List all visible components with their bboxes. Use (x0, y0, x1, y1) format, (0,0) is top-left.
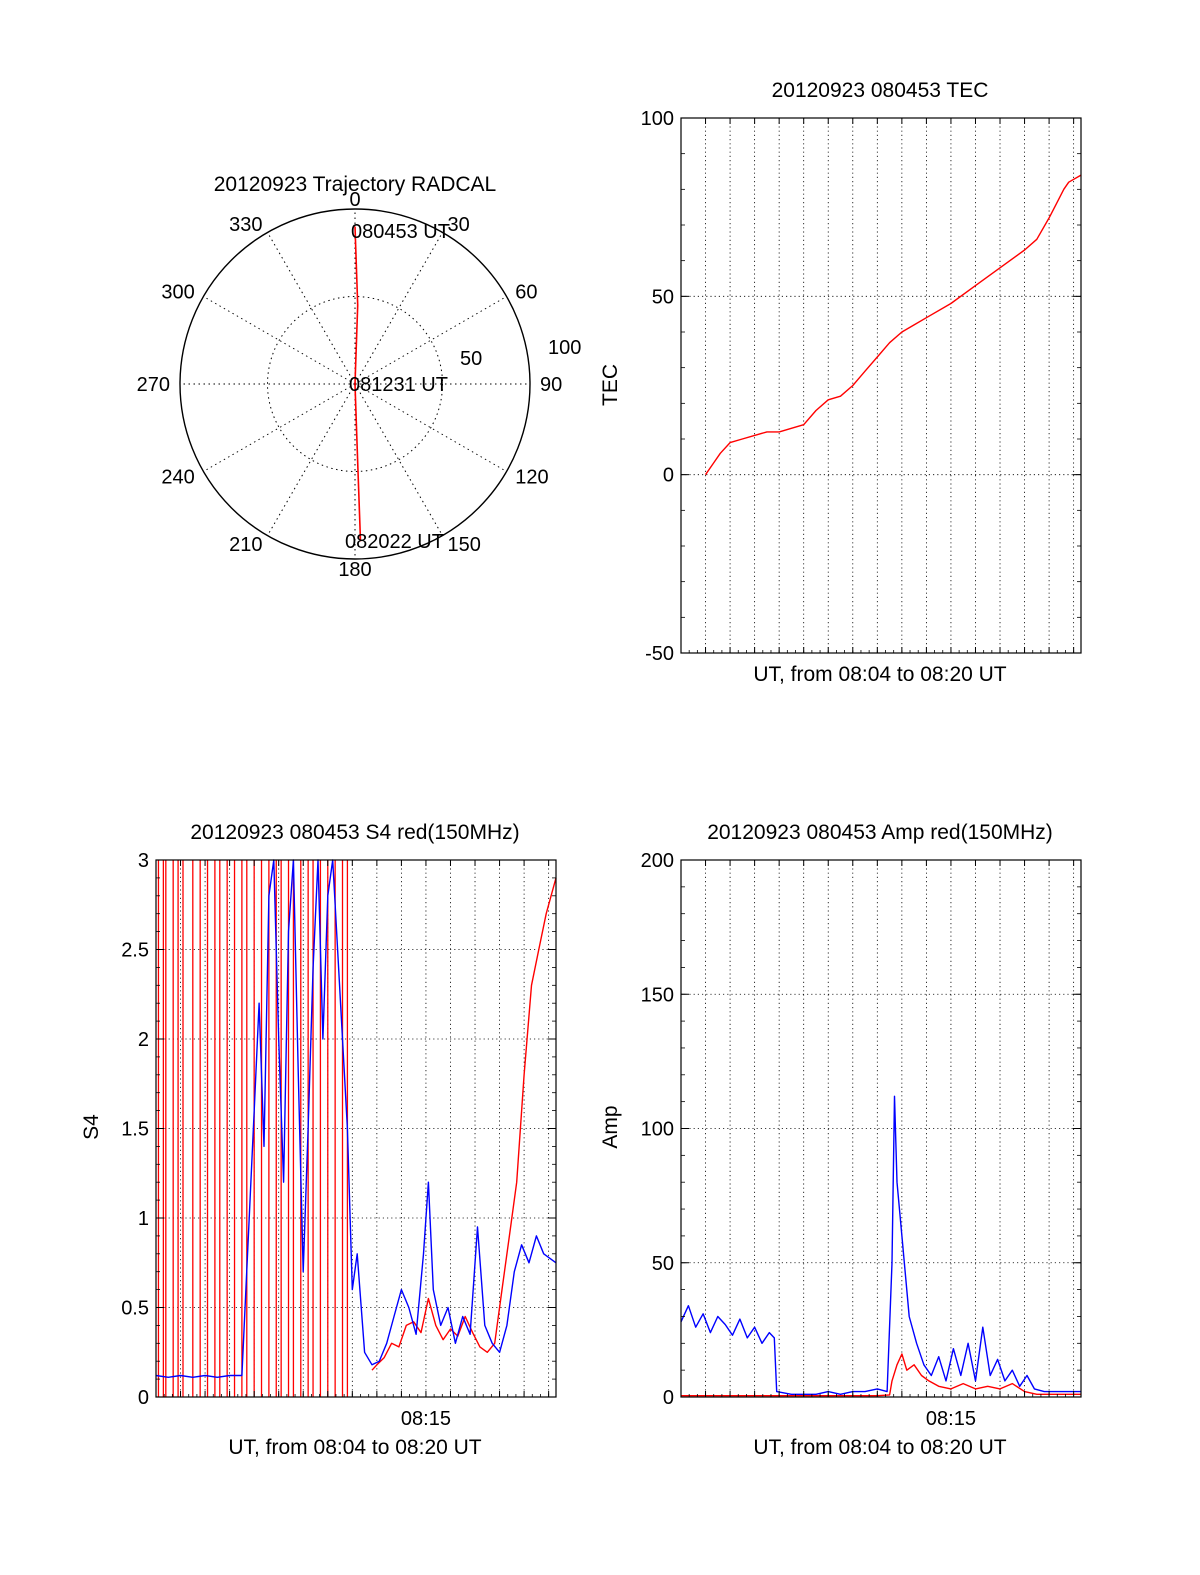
amp-series-blue (680, 1095, 1081, 1396)
tec-ytick-label: -50 (645, 643, 674, 665)
amp-ytick-label: 0 (663, 1387, 674, 1409)
trajectory-chart: 20120923 Trajectory RADCAL 0 30 60 90 120 150… (137, 173, 582, 581)
radial-label-100: 100 (548, 337, 581, 359)
amp-ytick-label: 100 (641, 1119, 674, 1141)
azimuth-label-60: 60 (515, 282, 537, 304)
tec-ytick-label: 100 (641, 108, 674, 130)
tec-grid (681, 118, 1081, 653)
radial-label-50: 50 (460, 348, 482, 370)
tec-ylabel: TEC (599, 364, 622, 406)
tec-ticks: -50 0 50 100 (641, 108, 1081, 665)
amp-series (680, 1095, 1081, 1397)
amp-chart: 20120923 080453 Amp red(150MHz) 0 50 100 15… (599, 821, 1082, 1459)
s4-ytick-label: 3 (138, 850, 149, 872)
s4-chart: 20120923 080453 S4 red(150MHz) 0 0.5 1 1.5 2… (80, 821, 557, 1459)
amp-grid (681, 860, 1081, 1397)
polar-spoke-240 (203, 383, 356, 472)
tec-title: 20120923 080453 TEC (772, 79, 989, 102)
polar-spoke-300 (203, 296, 356, 385)
polar-outer-ring (179, 208, 531, 560)
azimuth-label-150: 150 (448, 534, 481, 556)
s4-ytick-label: 1.5 (121, 1119, 149, 1141)
tec-ytick-label: 0 (663, 465, 674, 487)
polar-spoke-150 (354, 383, 443, 536)
s4-series-red (371, 877, 557, 1371)
azimuth-label-30: 30 (448, 214, 470, 236)
s4-series (155, 859, 557, 1397)
azimuth-label-180: 180 (338, 559, 371, 581)
s4-ylabel: S4 (80, 1114, 103, 1140)
tec-chart: 20120923 080453 TEC -50 0 50 100 UT, from 0… (599, 79, 1082, 686)
polar-spoke-330 (267, 232, 356, 385)
s4-grid (156, 860, 556, 1397)
s4-ytick-label: 2.5 (121, 940, 149, 962)
polar-spoke-60 (354, 296, 507, 385)
s4-ytick-label: 0 (138, 1387, 149, 1409)
azimuth-label-300: 300 (161, 282, 194, 304)
s4-xtick-label: 08:15 (401, 1408, 451, 1430)
polar-ring-50 (267, 296, 443, 472)
polar-grid (179, 208, 531, 560)
amp-ticks: 0 50 100 150 200 08:15 (641, 850, 1081, 1430)
tec-xlabel: UT, from 08:04 to 08:20 UT (753, 663, 1006, 686)
polar-spoke-30 (354, 232, 443, 385)
polar-spoke-210 (267, 383, 356, 536)
s4-series-blue (155, 859, 557, 1379)
amp-ytick-label: 150 (641, 984, 674, 1006)
azimuth-label-210: 210 (229, 534, 262, 556)
tec-plot-frame (680, 117, 1082, 654)
trajectory-title: 20120923 Trajectory RADCAL (214, 173, 497, 196)
polar-azimuth-labels: 0 30 60 90 120 150 180 210 240 270 300 330 (137, 189, 563, 581)
polar-spoke-120 (354, 383, 507, 472)
annotation-end-time: 082022 UT (345, 531, 444, 553)
tec-ytick-label: 50 (652, 286, 674, 308)
azimuth-label-90: 90 (540, 374, 562, 396)
azimuth-label-120: 120 (515, 467, 548, 489)
s4-ytick-label: 0.5 (121, 1298, 149, 1320)
s4-title: 20120923 080453 S4 red(150MHz) (190, 821, 519, 844)
amp-ytick-label: 200 (641, 850, 674, 872)
azimuth-label-0: 0 (349, 189, 360, 211)
amp-xlabel: UT, from 08:04 to 08:20 UT (753, 1436, 1006, 1459)
tec-series (704, 174, 1082, 476)
azimuth-label-270: 270 (137, 374, 170, 396)
azimuth-label-330: 330 (229, 214, 262, 236)
amp-title: 20120923 080453 Amp red(150MHz) (707, 821, 1053, 844)
annotation-mid-time: 081231 UT (349, 374, 448, 396)
tec-series-red (704, 174, 1082, 476)
amp-ylabel: Amp (599, 1105, 622, 1148)
annotation-start-time: 080453 UT (351, 221, 450, 243)
s4-ytick-label: 1 (138, 1208, 149, 1230)
s4-xlabel: UT, from 08:04 to 08:20 UT (228, 1436, 481, 1459)
s4-ticks: 0 0.5 1 1.5 2 2.5 3 08:15 (121, 850, 556, 1430)
azimuth-label-240: 240 (161, 467, 194, 489)
amp-xtick-label: 08:15 (926, 1408, 976, 1430)
s4-ytick-label: 2 (138, 1029, 149, 1051)
trajectory-line (354, 226, 362, 542)
amp-ytick-label: 50 (652, 1253, 674, 1275)
